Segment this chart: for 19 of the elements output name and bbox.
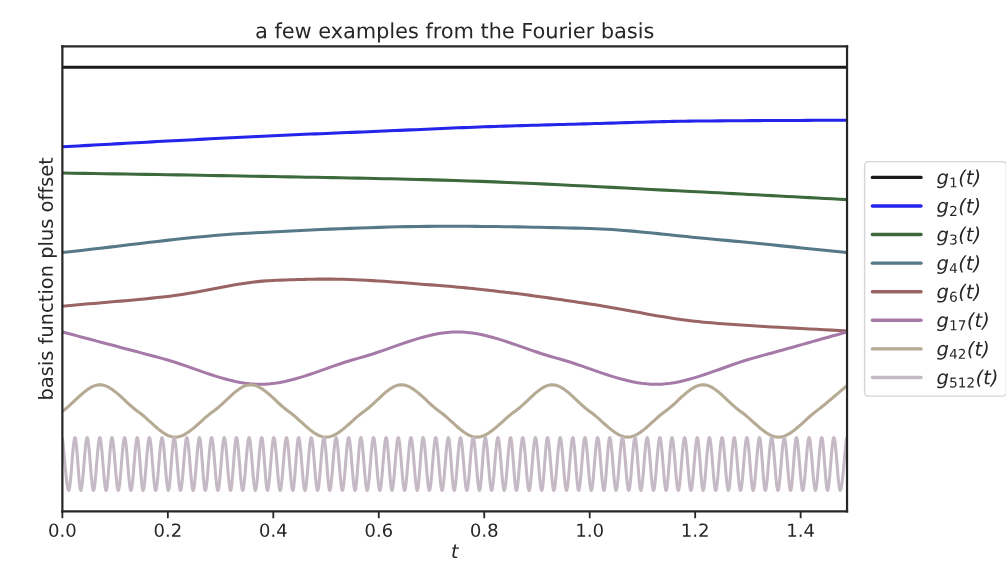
legend-label: g$_{3}$(t) (937, 226, 980, 246)
legend-label: g$_{42}$(t) (937, 340, 988, 360)
legend-label: g$_{2}$(t) (937, 197, 980, 217)
x-tick-label: 0.8 (471, 523, 498, 538)
x-tick-label: 1.4 (788, 523, 814, 537)
legend-label: g$_{6}$(t) (937, 283, 980, 303)
chart-title: a few examples from the Fourier basis (256, 22, 654, 43)
legend-label: g$_{1}$(t) (937, 169, 980, 189)
x-tick-label: 0.2 (154, 523, 181, 538)
legend-label: g$_{17}$(t) (937, 312, 988, 332)
legend-label: g$_{512}$(t) (937, 369, 997, 389)
x-axis-title: t (452, 544, 460, 559)
y-axis-title: basis function plus offset (38, 157, 57, 399)
x-tick-label: 1.0 (577, 523, 603, 538)
x-tick-label: 0.0 (49, 523, 76, 538)
x-tick-label: 1.2 (682, 523, 708, 537)
x-tick-label: 0.4 (260, 523, 287, 538)
x-tick-label: 0.6 (365, 523, 392, 538)
legend-label: g$_{4}$(t) (937, 255, 980, 274)
